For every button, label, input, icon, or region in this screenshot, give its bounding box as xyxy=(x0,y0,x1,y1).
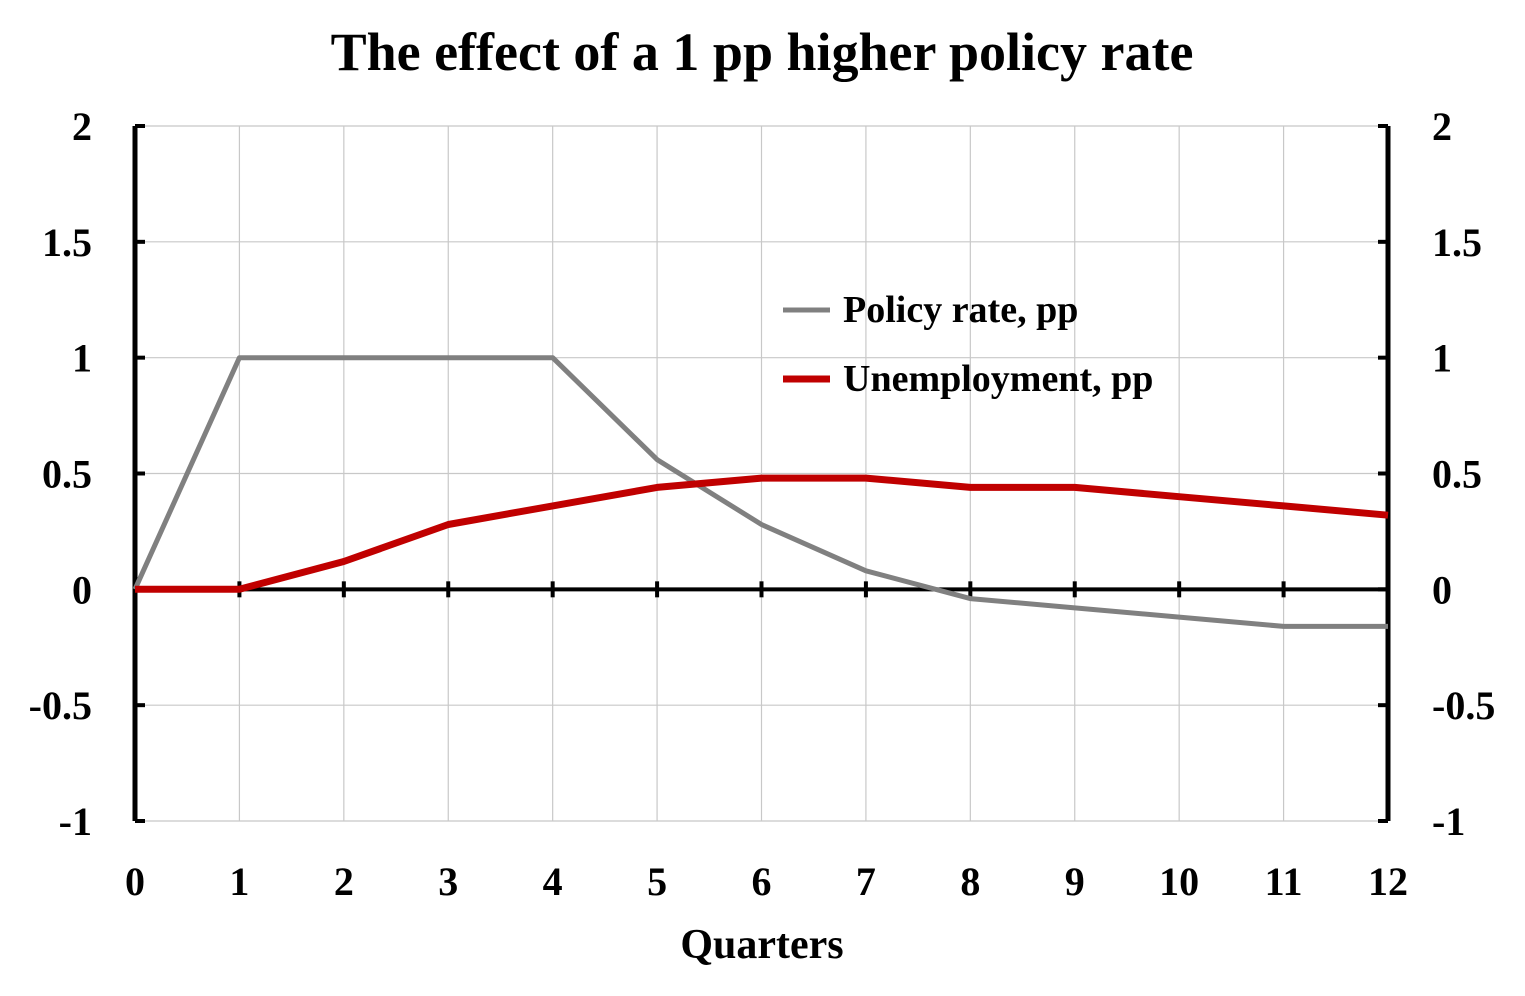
x-tick-label: 5 xyxy=(647,859,667,904)
y-tick-label-left: 1 xyxy=(72,336,92,381)
axes xyxy=(132,124,1391,823)
legend-label: Unemployment, pp xyxy=(843,358,1153,400)
x-tick-label: 10 xyxy=(1159,859,1199,904)
x-axis-title: Quarters xyxy=(680,922,843,968)
chart-title: The effect of a 1 pp higher policy rate xyxy=(331,22,1194,82)
y-tick-label-left: -0.5 xyxy=(29,683,92,728)
series-lines xyxy=(132,355,1389,629)
x-tick-label: 1 xyxy=(229,859,249,904)
x-tick-label: 8 xyxy=(960,859,980,904)
legend-label: Policy rate, pp xyxy=(843,289,1078,331)
x-tick-label: 9 xyxy=(1065,859,1085,904)
x-tick-label: 4 xyxy=(543,859,563,904)
y-tick-label-right: 1 xyxy=(1432,336,1452,381)
y-tick-label-left: 0 xyxy=(72,567,92,612)
x-tick-label: 7 xyxy=(856,859,876,904)
x-tick-label: 12 xyxy=(1368,859,1408,904)
x-tick-label: 0 xyxy=(125,859,145,904)
y-tick-label-right: -1 xyxy=(1432,799,1465,844)
x-tick-label: 6 xyxy=(752,859,772,904)
tick-labels: -1 -1-0.5 -0.50 00.5 0.51 11.5 1.52 20 1 2 3 4 5 6 7 8 9… xyxy=(29,104,1496,904)
legend: Policy rate, pp Unemployment, pp xyxy=(783,289,1153,400)
series-line-policy-rate xyxy=(132,355,1388,629)
series-line-unemployment xyxy=(135,474,1389,593)
y-tick-label-left: -1 xyxy=(59,799,92,844)
y-tick-label-left: 1.5 xyxy=(42,220,92,265)
y-tick-label-right: 0 xyxy=(1432,567,1452,612)
y-tick-label-left: 0.5 xyxy=(42,452,92,497)
x-tick-label: 2 xyxy=(334,859,354,904)
x-tick-label: 3 xyxy=(438,859,458,904)
y-tick-label-right: 2 xyxy=(1432,104,1452,149)
y-tick-label-left: 2 xyxy=(72,104,92,149)
y-tick-label-right: -0.5 xyxy=(1432,683,1495,728)
gridlines xyxy=(135,125,1388,822)
y-tick-label-right: 0.5 xyxy=(1432,452,1482,497)
y-tick-label-right: 1.5 xyxy=(1432,220,1482,265)
x-tick-label: 11 xyxy=(1265,859,1303,904)
